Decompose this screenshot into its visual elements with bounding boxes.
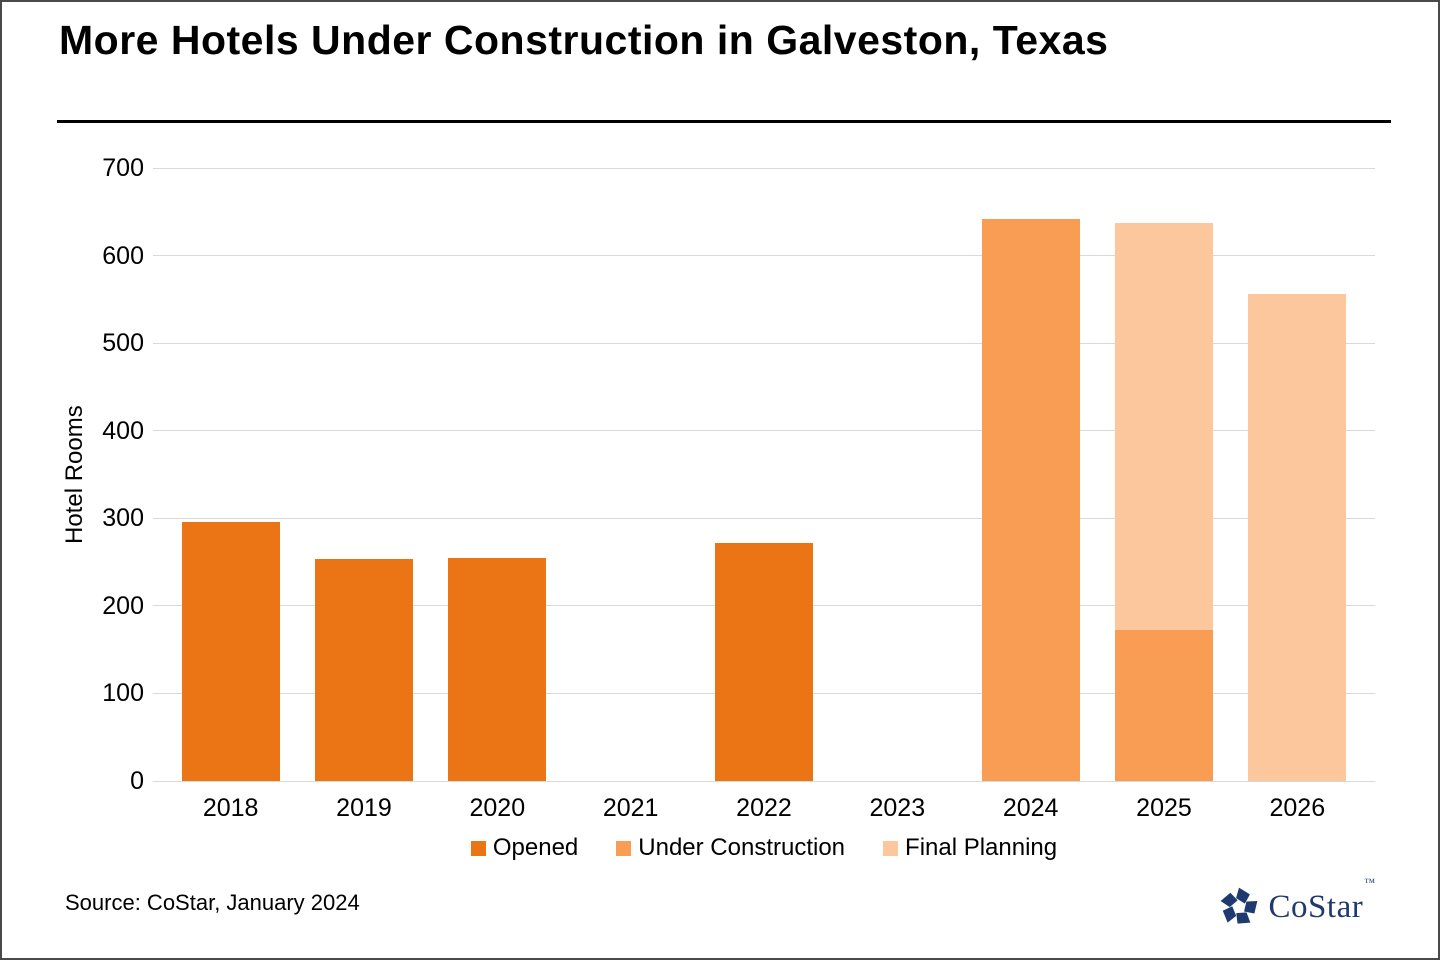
legend: Opened Under Construction Final Planning bbox=[153, 834, 1375, 862]
x-axis-tick-label: 2022 bbox=[736, 794, 792, 822]
x-axis-tick-label: 2023 bbox=[869, 794, 926, 822]
legend-label: Opened bbox=[492, 834, 579, 861]
x-axis-tick-label: 2026 bbox=[1269, 794, 1326, 822]
legend-marker-opened bbox=[470, 840, 486, 856]
costar-logo-word: CoStar bbox=[1268, 888, 1364, 925]
plot-area bbox=[153, 167, 1375, 782]
gridline bbox=[153, 517, 1375, 519]
source-note: Source: CoStar, January 2024 bbox=[65, 890, 360, 915]
x-axis-tick-label: 2019 bbox=[336, 794, 392, 822]
bar-2025-final_planning bbox=[1115, 223, 1213, 630]
gridline bbox=[153, 430, 1375, 432]
costar-pinwheel-icon bbox=[1220, 887, 1257, 924]
bar-2022-opened bbox=[715, 542, 813, 781]
x-axis-tick-label: 2025 bbox=[1136, 794, 1192, 822]
legend-item: Under Construction bbox=[616, 834, 845, 862]
legend-marker-under_construction bbox=[616, 840, 632, 856]
y-axis-tick-label: 700 bbox=[102, 154, 144, 182]
y-axis-tick-label: 100 bbox=[102, 679, 144, 708]
x-axis: 2018 2019 2020 2021 2022 2023 2024 2025 2026 bbox=[153, 794, 1375, 824]
trademark-symbol: ™ bbox=[1364, 876, 1375, 889]
legend-label: Final Planning bbox=[905, 834, 1058, 861]
gridline bbox=[153, 780, 1375, 782]
gridline bbox=[153, 167, 1375, 169]
y-axis: 0 100 200 300 400 500 600 700 bbox=[42, 154, 144, 795]
bar-2026-final_planning bbox=[1248, 294, 1347, 781]
bar-2018-opened bbox=[181, 521, 280, 781]
y-axis-tick-label: 500 bbox=[102, 329, 144, 358]
x-axis-tick-label: 2020 bbox=[469, 794, 526, 822]
y-axis-tick-label: 600 bbox=[102, 241, 144, 270]
page-title: More Hotels Under Construction in Galves… bbox=[59, 17, 1109, 63]
legend-item: Opened bbox=[470, 834, 579, 862]
bar-2019-opened bbox=[315, 558, 413, 781]
y-axis-tick-label: 0 bbox=[130, 767, 144, 795]
x-axis-tick-label: 2018 bbox=[202, 794, 259, 822]
gridline bbox=[153, 342, 1375, 344]
y-axis-tick-label: 200 bbox=[102, 591, 144, 620]
title-rule bbox=[57, 120, 1391, 123]
y-axis-tick-label: 300 bbox=[102, 504, 144, 533]
bar-2020-opened bbox=[448, 557, 547, 781]
costar-logo-text: CoStar™ bbox=[1268, 877, 1375, 926]
legend-label: Under Construction bbox=[638, 834, 846, 861]
bar-2025-under_construction bbox=[1115, 629, 1213, 781]
x-axis-tick-label: 2021 bbox=[602, 794, 659, 822]
legend-item: Final Planning bbox=[883, 834, 1057, 862]
costar-logo: CoStar™ bbox=[1218, 877, 1375, 928]
legend-marker-final_planning bbox=[883, 840, 899, 856]
y-axis-tick-label: 400 bbox=[102, 416, 144, 445]
gridline bbox=[153, 255, 1375, 257]
x-axis-tick-label: 2024 bbox=[1002, 794, 1059, 822]
bar-2024-under_construction bbox=[981, 218, 1080, 781]
